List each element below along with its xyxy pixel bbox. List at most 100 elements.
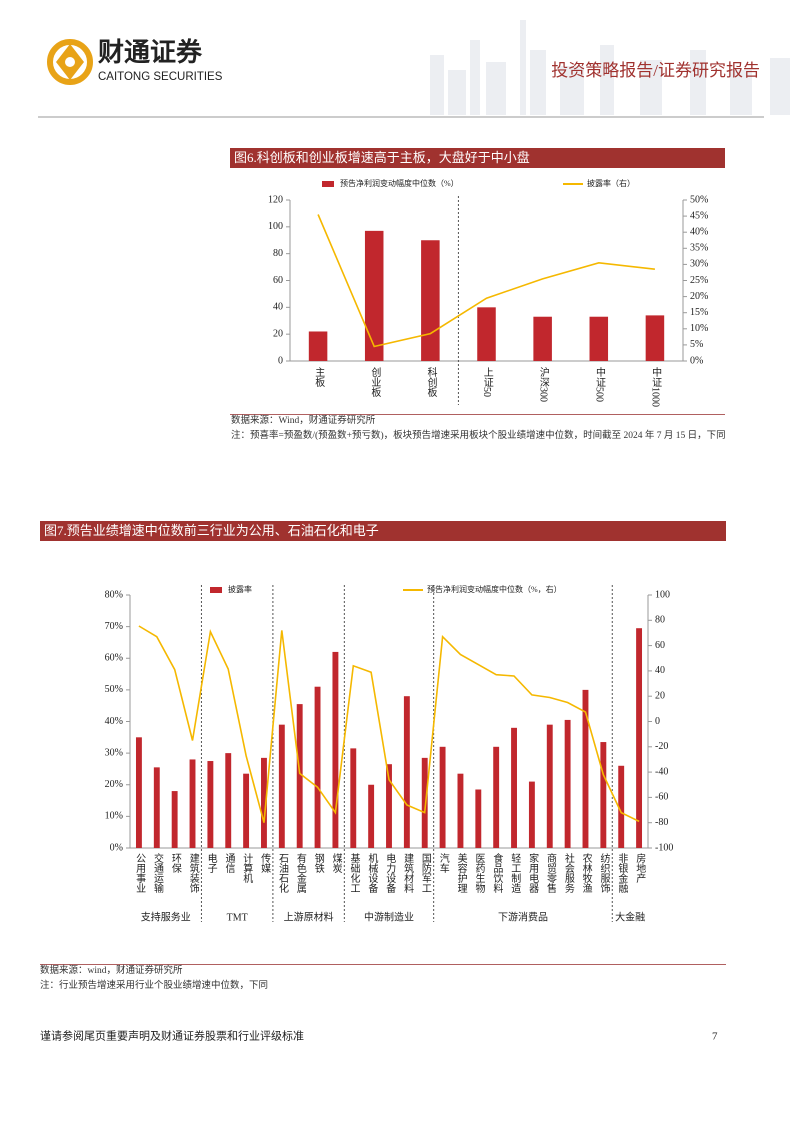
chart-title: 图6.科创板和创业板增速高于主板，大盘好于中小盘 <box>230 148 725 168</box>
y-tick-label: 40% <box>105 716 123 727</box>
bar <box>153 767 160 848</box>
bar <box>475 789 482 848</box>
logo-cn: 财通证券 <box>98 38 203 67</box>
chart-note: 注：行业预告增速采用行业个股业绩增速中位数，下同 <box>40 981 269 991</box>
x-tick-label: 建筑装饰 <box>187 852 199 894</box>
y2-tick-label: 40 <box>655 665 665 676</box>
bar <box>364 230 384 361</box>
y2-tick-label: -40 <box>655 766 668 777</box>
x-tick-label: 纺织服饰 <box>598 852 610 894</box>
report-type: 投资策略报告/证券研究报告 <box>551 61 760 80</box>
x-tick-label: 房地产 <box>634 852 646 884</box>
x-tick-label: 通信 <box>223 853 235 874</box>
y-tick-label: 60 <box>273 275 283 286</box>
y2-tick-label: 0% <box>690 355 703 366</box>
bar <box>528 781 535 848</box>
bar <box>493 746 500 848</box>
x-tick-label: 商贸零售 <box>544 852 556 894</box>
y-tick-label: 40 <box>273 302 283 313</box>
bar <box>564 719 571 848</box>
x-tick-label: 中证500 <box>593 366 605 402</box>
bar <box>350 748 357 848</box>
x-tick-label: 汽车 <box>437 852 449 874</box>
x-tick-label: 有色金属 <box>294 852 306 894</box>
x-tick-label: 国防军工 <box>419 853 431 893</box>
y-tick-label: 100 <box>268 221 283 232</box>
y2-tick-label: 15% <box>690 307 708 318</box>
y2-tick-label: -60 <box>655 792 668 803</box>
logo-icon <box>47 39 93 85</box>
chart-source: 数据来源：Wind，财通证券研究所 <box>231 416 376 426</box>
x-tick-label: 家用电器 <box>527 852 539 894</box>
y2-tick-label: 80 <box>655 615 665 626</box>
y-tick-label: 0 <box>278 355 283 366</box>
group-label: TMT <box>227 912 248 923</box>
x-tick-label: 计算机 <box>241 852 253 884</box>
x-tick-label: 美容护理 <box>455 852 467 893</box>
y2-tick-label: -20 <box>655 741 668 752</box>
chart-source: 数据来源：wind，财通证券研究所 <box>40 966 183 976</box>
bar <box>207 761 214 848</box>
bar <box>243 773 250 848</box>
bar <box>421 757 428 848</box>
y2-tick-label: 35% <box>690 243 708 254</box>
x-tick-label: 科创板 <box>425 366 437 398</box>
x-tick-label: 食品饮料 <box>491 852 503 894</box>
y2-tick-label: 60 <box>655 640 665 651</box>
page-number: 7 <box>712 1031 718 1043</box>
line-series <box>138 625 640 823</box>
x-tick-label: 交通运输 <box>151 852 163 894</box>
bar <box>368 784 375 848</box>
y2-tick-label: -100 <box>655 842 673 853</box>
bar <box>225 753 232 848</box>
y-tick-label: 50% <box>105 684 123 695</box>
legend-label: 预告净利润变动幅度中位数（%，右） <box>427 584 562 594</box>
x-tick-label: 建筑材料 <box>402 852 414 894</box>
x-tick-label: 非银金融 <box>616 853 628 894</box>
bar <box>600 742 607 848</box>
disclaimer: 谨请参阅尾页重要声明及财通证券股票和行业评级标准 <box>40 1029 304 1043</box>
y-tick-label: 80% <box>105 589 123 600</box>
x-tick-label: 电力设备 <box>384 852 396 894</box>
y2-tick-label: 100 <box>655 589 670 600</box>
line-series <box>317 214 655 348</box>
bar <box>533 316 552 361</box>
bar <box>403 696 410 848</box>
x-tick-label: 农林牧渔 <box>580 852 592 894</box>
bar <box>511 727 517 848</box>
y-tick-label: 30% <box>105 747 123 758</box>
y2-tick-label: 20% <box>690 291 708 302</box>
x-tick-label: 创业板 <box>369 366 381 398</box>
x-tick-label: 上证50 <box>481 367 493 397</box>
y-tick-label: 0% <box>110 842 123 853</box>
bar <box>332 651 339 848</box>
y2-tick-label: 30% <box>690 259 708 270</box>
y-tick-label: 120 <box>268 194 283 205</box>
y2-tick-label: 0 <box>655 716 660 727</box>
legend-label: 披露率（右） <box>587 178 635 188</box>
bar <box>582 689 589 848</box>
y2-tick-label: 5% <box>690 339 703 350</box>
bar <box>636 628 643 848</box>
bar <box>589 316 609 361</box>
x-tick-label: 环保 <box>169 853 181 874</box>
x-tick-label: 轻工制造 <box>509 852 521 893</box>
legend-swatch <box>322 181 334 187</box>
bar <box>171 791 178 848</box>
x-tick-label: 社会服务 <box>562 852 574 894</box>
bar <box>278 724 285 848</box>
x-tick-label: 电子 <box>205 852 217 873</box>
legend-label: 预告净利润变动幅度中位数（%） <box>340 178 459 188</box>
logo-en: CAITONG SECURITIES <box>98 71 223 83</box>
x-tick-label: 主板 <box>313 367 325 388</box>
bar <box>189 759 196 848</box>
bar <box>296 704 303 848</box>
group-label: 上游原材料 <box>284 910 334 923</box>
chart-title: 图7.预告业绩增速中位数前三行业为公用、石油石化和电子 <box>40 521 726 541</box>
y2-tick-label: 50% <box>690 194 708 205</box>
note-rule <box>40 964 726 965</box>
x-tick-label: 公用事业 <box>134 853 146 893</box>
y-tick-label: 60% <box>105 653 123 664</box>
